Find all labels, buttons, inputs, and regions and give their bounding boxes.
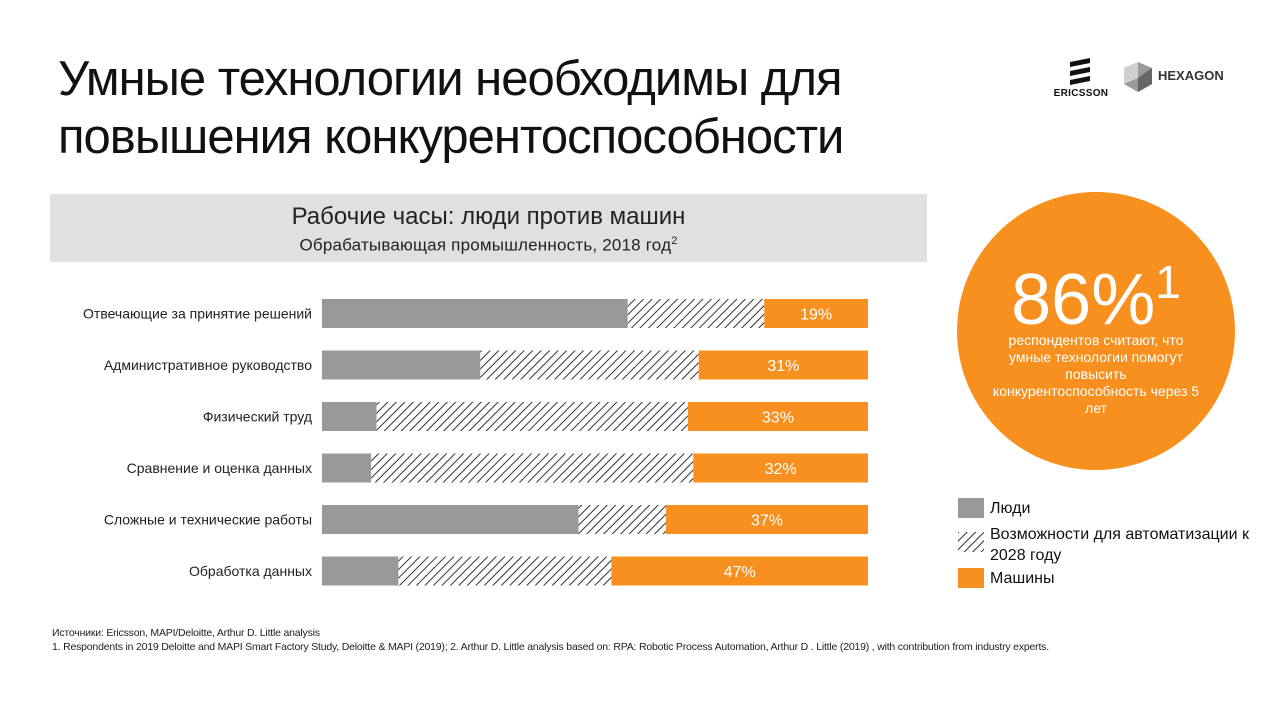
page-title: Умные технологии необходимы для повышени… [58, 52, 844, 164]
bar-segment-automation [398, 556, 612, 586]
logos: ERICSSON HEXAGON [1050, 56, 1250, 106]
bar-segment-automation [480, 350, 699, 380]
category-label: Обработка данных [189, 563, 312, 579]
bar-segment-machines [611, 556, 868, 586]
bar-segment-people [322, 556, 399, 586]
category-label: Отвечающие за принятие решений [83, 306, 312, 322]
chart-subtitle-footnote: 2 [671, 235, 678, 247]
bar-segment-machines [698, 350, 868, 380]
category-label: Сложные и технические работы [104, 512, 312, 528]
bar-segment-people [322, 453, 372, 483]
callout-value-text: 86% [1011, 260, 1156, 340]
chart-subtitle: Обрабатывающая промышленность, 2018 год2 [50, 235, 927, 256]
bar-segment-automation [376, 402, 688, 431]
hexagon-logo-text: HEXAGON [1158, 68, 1224, 83]
data-label: 32% [765, 461, 797, 478]
category-label: Административное руководство [104, 357, 312, 373]
category-label: Сравнение и оценка данных [127, 460, 312, 476]
sources-footnote: Источники: Ericsson, MAPI/Deloitte, Arth… [52, 626, 1232, 654]
bar-segment-machines [764, 299, 868, 328]
data-label: 47% [724, 564, 756, 581]
data-label: 37% [751, 513, 783, 530]
chart-bars: Отвечающие за принятие решений 19% Админис… [83, 299, 868, 586]
legend-label-automation: Возможности для автоматизации к 2028 год… [990, 526, 1249, 564]
callout-value: 86%1 [957, 242, 1235, 340]
chart-header: Рабочие часы: люди против машин Обрабаты… [50, 194, 927, 262]
bar-segment-machines [693, 453, 868, 483]
ericsson-logo-text: ERICSSON [1053, 88, 1109, 99]
data-label: 19% [800, 307, 832, 324]
bar-segment-automation [371, 453, 694, 483]
ericsson-logo-icon [1070, 58, 1090, 85]
sources-line-2: 1. Respondents in 2019 Deloitte and MAPI… [52, 641, 1049, 653]
category-label: Физический труд [203, 409, 312, 425]
bar-segment-machines [687, 402, 868, 431]
bar-segment-people [322, 505, 579, 534]
callout-text: респондентов считают, что умные технолог… [992, 332, 1200, 416]
callout-footnote: 1 [1155, 256, 1181, 308]
bar-segment-automation [627, 299, 765, 328]
hexagon-logo-icon [1124, 62, 1152, 92]
legend-label-people: Люди [990, 500, 1031, 517]
chart-subtitle-text: Обрабатывающая промышленность, 2018 год [299, 235, 672, 255]
legend-swatch-machines [958, 568, 984, 588]
legend-swatch-automation [958, 532, 984, 552]
bar-segment-people [322, 299, 628, 328]
bar-segment-people [322, 402, 377, 431]
legend-label-machines: Машины [990, 570, 1055, 587]
legend-swatch-people [958, 498, 984, 518]
callout-circle: 86%1 респондентов считают, что умные тех… [957, 192, 1235, 470]
data-label: 33% [762, 410, 794, 427]
data-label: 31% [767, 358, 799, 375]
stacked-bar-chart: Отвечающие за принятие решений 19% Админис… [83, 299, 868, 586]
bar-segment-automation [578, 505, 666, 534]
chart-title: Рабочие часы: люди против машин [291, 203, 686, 230]
sources-line-1: Источники: Ericsson, MAPI/Deloitte, Arth… [52, 627, 320, 639]
bar-segment-machines [665, 505, 868, 534]
bar-segment-people [322, 350, 481, 380]
